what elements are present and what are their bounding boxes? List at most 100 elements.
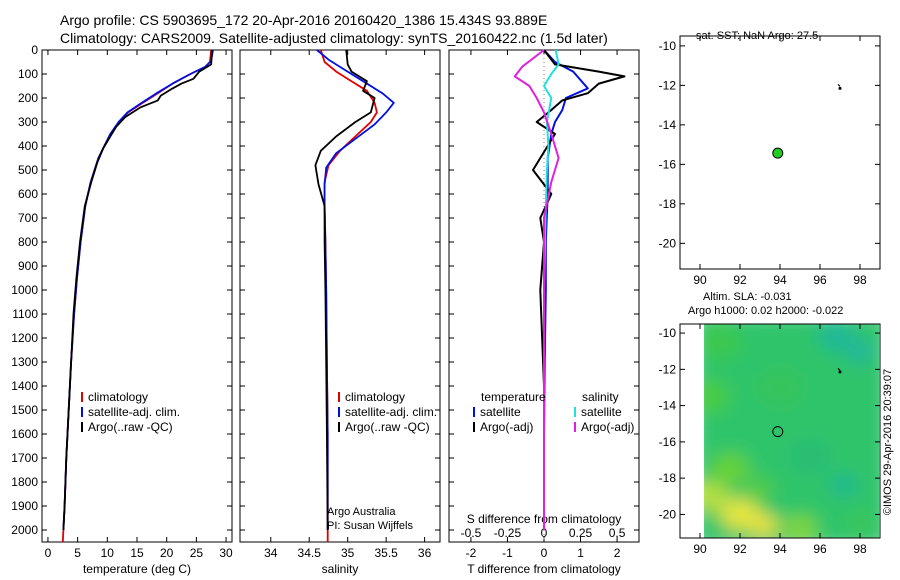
sla-blob [832,475,856,496]
annotation-line1: Argo Australia [327,506,396,518]
series-line [62,49,213,531]
salinity-panel: 34 34.5 35 35.5 36 salinity climatologysatelli… [239,49,441,576]
x-tick-label: 34 [264,546,278,560]
y-tick-label: 600 [18,187,38,201]
y-tick-label: -12 [659,362,677,376]
island-mark [838,370,842,374]
series-line [513,49,560,530]
x-tick-label: 2 [614,546,621,560]
x-tick-label: 92 [733,273,747,287]
x-tick-label: 94 [773,273,787,287]
legend-entry: Argo(-adj) [581,420,634,434]
legend-title-salinity: salinity [582,390,619,404]
sst-map-title: sat. SST: NaN Argo: 27.5 [696,30,819,42]
legend-entry: satellite-adj. clim. [345,405,437,419]
y-tick-label: 900 [18,259,38,273]
y-tick-label: 1800 [11,475,38,489]
argo-position-marker [772,426,784,438]
legend-entry: climatology [345,390,405,404]
temperature-panel: 0 5 10 15 20 25 300100200300400500600700800900… [11,43,233,576]
x-tick-label: 98 [853,542,867,556]
y-tick-label: 100 [18,67,38,81]
y-tick-label: -18 [659,197,677,211]
legend-entry: Argo(..raw -QC) [88,420,173,434]
y-tick-label: 1400 [11,379,38,393]
sla-nodata-strip [680,324,704,538]
y-tick-label: -16 [659,435,677,449]
sla-blob [704,481,728,511]
y-tick-label: 700 [18,211,38,225]
x-tick-label: 36 [418,546,432,560]
y-tick-label: 1100 [12,307,38,321]
x-tick-label: 1 [577,546,584,560]
x-tick-label: 25 [190,546,204,560]
y-tick-label: 1300 [11,355,38,369]
sla-field-blur [704,324,879,538]
y-tick-label: 1700 [11,451,38,465]
legend-entry: climatology [88,390,148,404]
series-line [532,49,626,530]
y-tick-label: -16 [659,157,677,171]
x-tick-label: 15 [130,546,144,560]
y-tick-label: -14 [659,118,677,132]
x-tick-label: 20 [160,546,174,560]
sla-blob [818,324,854,352]
sla-blob [846,340,874,363]
x-tick-label: 35.5 [374,546,398,560]
difference-panel: -2 -1 0 1 2 T difference from climatology -0.5… [448,49,640,576]
x-tick-label: 94 [773,542,787,556]
x-tick-label: 96 [813,542,827,556]
island-mark [837,368,841,371]
x-tick-label: 92 [733,542,747,556]
x-axis-label: temperature (deg C) [83,562,191,576]
legend-entry: satellite [480,405,521,419]
y-tick-label: 200 [18,91,38,105]
plot-frame [239,49,441,543]
annotation-line2: PI: Susan Wijffels [327,520,413,532]
y-tick-label: -10 [659,39,677,53]
x-tick-label: 90 [693,542,707,556]
sla-map-panel: 90 92 94 96 98 -10 -12 -14 -16 -18 -20 [659,323,881,556]
x-tick-label: 0 [541,546,548,560]
sla-map-title2: Argo h1000: 0.02 h2000: -0.022 [688,305,844,317]
sla-blob [846,512,874,535]
y-tick-label: 300 [18,115,38,129]
x2-tick-label: -0.25 [494,526,522,540]
y-tick-label: -12 [659,78,677,92]
sla-field [704,324,879,538]
figure-title-line1: Argo profile: CS 5903695_172 20-Apr-2016… [60,12,548,28]
y-tick-label: 2000 [11,523,38,537]
x-tick-label: 0 [45,546,52,560]
x-axis-label: salinity [322,562,359,576]
figure-title-line2: Climatology: CARS2009. Satellite-adjuste… [60,30,608,46]
argo-position-marker [772,147,784,159]
x2-tick-label: 0.25 [569,526,593,540]
x-tick-label: 10 [101,546,115,560]
sla-blob [750,514,778,537]
sla-blob [782,514,818,538]
x-tick-label: 90 [693,273,707,287]
y-tick-label: -20 [659,236,677,250]
x-tick-label: 98 [853,273,867,287]
legend-entry: Argo(..raw -QC) [345,420,430,434]
x2-tick-label: 0 [541,526,548,540]
y-tick-label: -18 [659,471,677,485]
y-tick-label: 1000 [11,283,38,297]
x-tick-label: 96 [813,273,827,287]
sla-blob [755,367,805,408]
sla-blob [710,453,750,486]
island-mark [837,83,841,87]
x-tick-label: -1 [502,546,513,560]
plot-frame [41,49,233,543]
island-mark [838,86,842,90]
sla-blob [746,477,774,501]
x-tick-label: 35 [341,546,355,560]
y-tick-label: 800 [18,235,38,249]
y-tick-label: 500 [18,163,38,177]
y-tick-label: -14 [659,399,677,413]
x2-tick-label: -0.5 [461,526,482,540]
legend-title-temperature: temperature [481,390,546,404]
y-tick-label: 0 [31,43,38,57]
y-tick-label: 1200 [11,331,38,345]
